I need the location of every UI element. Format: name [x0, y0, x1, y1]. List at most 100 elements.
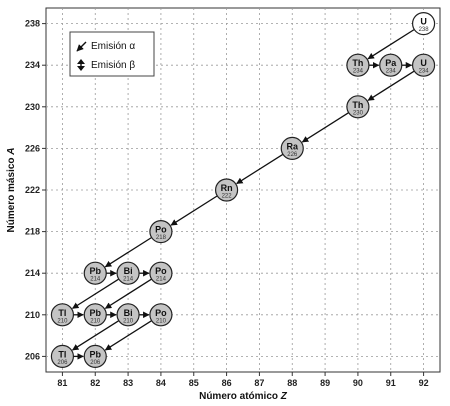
- nuclide-symbol: Rn: [221, 183, 233, 193]
- x-tick-label: 87: [254, 378, 264, 388]
- x-tick-label: 83: [123, 378, 133, 388]
- y-tick-label: 210: [25, 310, 40, 320]
- legend-beta-label: Emisión β: [91, 60, 135, 71]
- nuclide-symbol: Po: [155, 225, 167, 235]
- nuclide-circle: [214, 178, 239, 202]
- nuclide-symbol: Tl: [58, 349, 66, 359]
- decay-arrows: [72, 28, 415, 360]
- nuclide-mass: 210: [123, 318, 134, 324]
- y-tick-label: 234: [25, 60, 40, 70]
- x-axis-title-var: Z: [280, 391, 288, 402]
- nuclide-mass: 210: [156, 318, 167, 324]
- nuclide-circle: [50, 344, 75, 368]
- y-tick-label: 214: [25, 268, 40, 278]
- y-tick-label: 218: [25, 227, 40, 237]
- x-tick-label: 89: [320, 378, 330, 388]
- nuclide-symbol: Bi: [124, 266, 133, 276]
- decay-arrow-alpha-ra226-to-rn222: [236, 153, 284, 185]
- nuclide-circle: [411, 53, 436, 77]
- decay-arrow-alpha-po218-to-pb214: [104, 236, 152, 268]
- legend: Emisión α Emisión β: [69, 31, 155, 77]
- nuclide-mass: 214: [90, 277, 101, 283]
- y-tick-label: 226: [25, 143, 40, 153]
- nuclide-circle: [379, 53, 403, 77]
- x-tick-label: 82: [90, 378, 100, 388]
- y-tick-labels: 206 210 214 218 222 226 230 234 238: [25, 19, 40, 362]
- nuclide-circle: [83, 344, 107, 368]
- nuclide-circle: [50, 303, 75, 327]
- x-axis-title: Número atómico Z: [199, 391, 288, 402]
- x-tick-label: 90: [353, 378, 363, 388]
- nuclide-mass: 234: [419, 69, 430, 75]
- nuclide-mass: 222: [222, 194, 233, 200]
- nuclide-symbol: Pb: [89, 349, 101, 359]
- decay-arrow-alpha-rn222-to-po218: [170, 195, 218, 226]
- nuclide-symbol: Th: [352, 58, 363, 68]
- y-tick-label: 206: [25, 351, 40, 361]
- nuclide-circle: [116, 261, 140, 285]
- y-tick-label: 230: [25, 102, 40, 112]
- y-axis-title-var: A: [6, 147, 17, 155]
- nuclide-mass: 206: [57, 360, 68, 366]
- nuclide-circle: [149, 220, 173, 244]
- nuclide-mass: 206: [90, 360, 101, 366]
- x-tick-label: 81: [57, 378, 67, 388]
- y-tick-label: 222: [25, 185, 40, 195]
- x-tick-label: 84: [156, 378, 166, 388]
- x-tick-label: 92: [419, 378, 429, 388]
- y-axis-title: Número másico A: [6, 147, 17, 232]
- x-tick-label: 85: [189, 378, 199, 388]
- legend-beta-icon: [77, 59, 85, 71]
- y-axis-title-main: Número másico: [6, 157, 17, 232]
- x-axis-title-main: Número atómico: [199, 391, 278, 402]
- decay-arrow-alpha-po210-to-pb206: [104, 320, 152, 351]
- nuclide-circle: [83, 261, 107, 285]
- y-tick-label: 238: [25, 19, 40, 29]
- nuclide-symbol: Pb: [89, 266, 101, 276]
- legend-alpha-label: Emisión α: [91, 41, 135, 52]
- nuclide-symbol: Tl: [58, 308, 66, 318]
- nuclide-symbol: U: [420, 58, 427, 68]
- nuclide-circle: [149, 303, 173, 327]
- decay-arrow-alpha-u238-to-th234: [367, 28, 415, 60]
- legend-alpha-icon: [76, 41, 87, 52]
- decay-arrow-alpha-u234-to-th230: [367, 70, 415, 101]
- nuclide-symbol: U: [420, 17, 427, 27]
- nuclide-mass: 226: [287, 152, 298, 158]
- nuclide-mass: 214: [123, 277, 134, 283]
- nuclide-mass: 214: [156, 277, 167, 283]
- nuclide-mass: 238: [419, 27, 430, 33]
- x-tick-label: 91: [386, 378, 396, 388]
- decay-arrow-alpha-bi214-to-tl210: [72, 278, 120, 309]
- nuclides: U238Th234Pa234U234Th230Ra226Rn222Po218Pb…: [50, 12, 436, 368]
- nuclide-symbol: Th: [352, 100, 363, 110]
- nuclide-mass: 210: [90, 318, 101, 324]
- x-tick-label: 88: [287, 378, 297, 388]
- nuclide-circle: [280, 136, 304, 160]
- nuclide-symbol: Pb: [89, 308, 101, 318]
- nuclide-symbol: Bi: [124, 308, 133, 318]
- nuclide-mass: 234: [386, 69, 397, 75]
- decay-arrow-alpha-bi210-to-tl206: [72, 320, 120, 351]
- x-tick-labels: 81 82 83 84 85 86 87 88 89 90 91 92: [57, 378, 428, 388]
- nuclide-mass: 230: [353, 110, 364, 116]
- nuclide-circle: [411, 12, 436, 36]
- nuclide-mass: 234: [353, 69, 364, 75]
- nuclide-circle: [116, 303, 140, 327]
- nuclide-circle: [346, 95, 370, 119]
